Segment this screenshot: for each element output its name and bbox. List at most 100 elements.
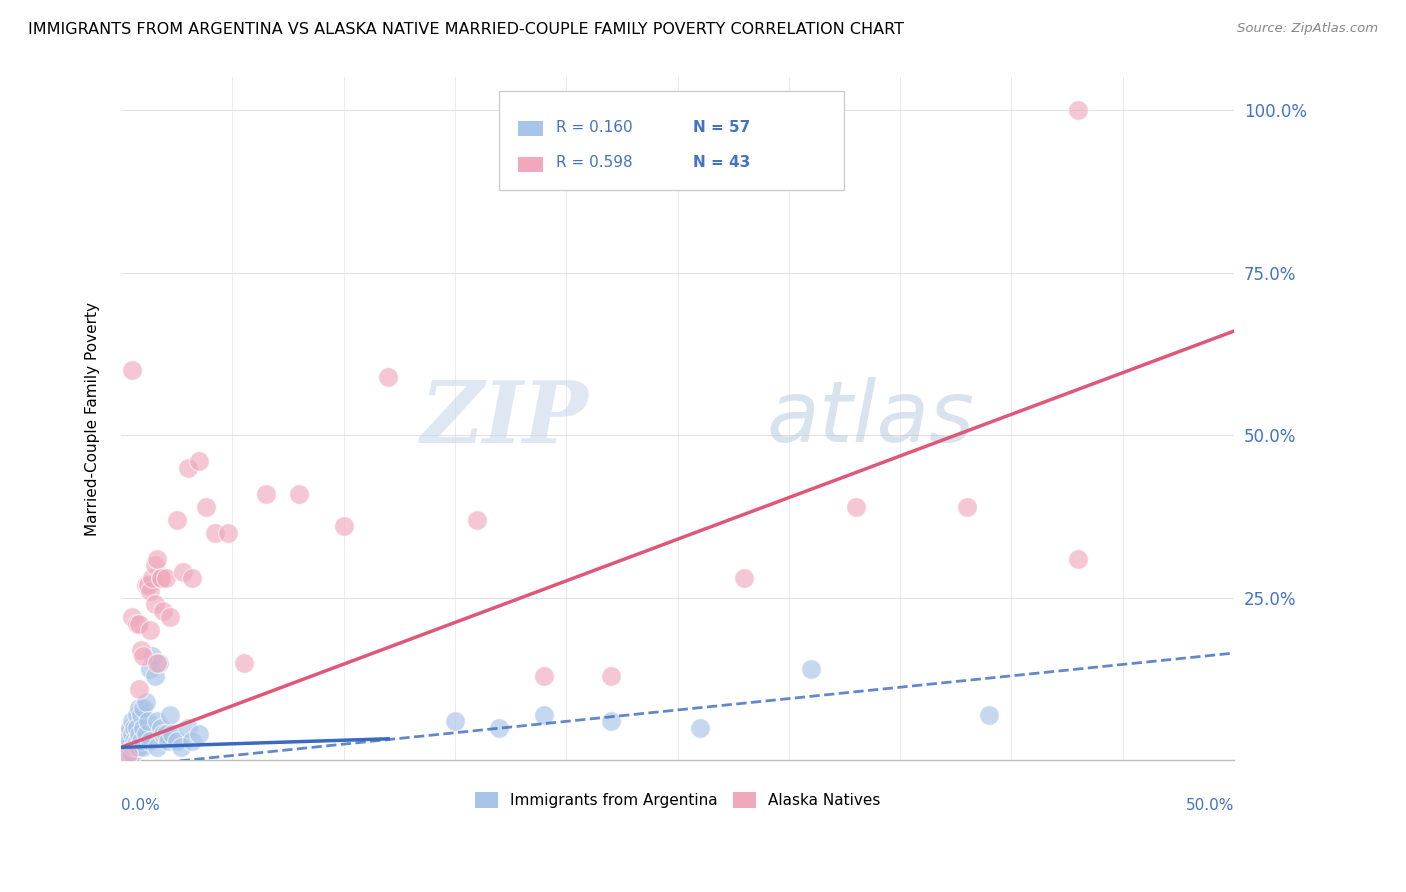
Point (254, 486, 277, 500)
Point (117, 740, 139, 755)
Text: 50.0%: 50.0% (1185, 798, 1234, 813)
Point (145, 656, 167, 670)
Point (162, 727, 184, 741)
Point (145, 714, 167, 729)
Point (977, 707, 1000, 722)
Point (141, 571, 163, 585)
Point (194, 500, 217, 514)
Point (121, 740, 143, 755)
Point (135, 727, 157, 741)
Point (139, 734, 162, 748)
Point (136, 714, 159, 729)
Text: Source: ZipAtlas.com: Source: ZipAtlas.com (1237, 22, 1378, 36)
Point (124, 734, 146, 748)
Point (124, 740, 146, 755)
Point (956, 500, 979, 514)
Point (128, 616, 150, 631)
Text: R = 0.598: R = 0.598 (557, 155, 633, 170)
Point (465, 513, 488, 527)
Point (128, 701, 150, 715)
Point (132, 701, 155, 715)
Point (125, 707, 148, 722)
Point (128, 681, 150, 696)
Point (132, 649, 155, 664)
Point (159, 707, 181, 722)
Point (121, 747, 143, 761)
Point (1067, 551, 1090, 566)
Point (217, 525, 239, 540)
Legend: Immigrants from Argentina, Alaska Natives: Immigrants from Argentina, Alaska Native… (468, 786, 886, 814)
Point (152, 727, 174, 741)
FancyBboxPatch shape (519, 121, 543, 136)
Point (135, 578, 157, 592)
FancyBboxPatch shape (519, 157, 543, 172)
Point (118, 734, 141, 748)
Text: R = 0.160: R = 0.160 (557, 120, 633, 135)
Point (141, 649, 163, 664)
Point (121, 610, 143, 624)
Point (166, 734, 188, 748)
Point (177, 721, 200, 735)
Point (125, 740, 148, 755)
Y-axis label: Married-Couple Family Poverty: Married-Couple Family Poverty (86, 301, 100, 536)
Text: N = 57: N = 57 (693, 120, 751, 135)
Point (129, 642, 152, 657)
Point (128, 727, 150, 741)
Point (117, 747, 139, 761)
Point (139, 584, 162, 599)
Point (143, 558, 166, 573)
Point (129, 734, 152, 748)
Point (117, 747, 139, 761)
Point (155, 571, 177, 585)
Point (129, 707, 152, 722)
Point (121, 363, 143, 377)
Point (136, 578, 159, 592)
Point (488, 721, 510, 735)
Point (125, 721, 148, 735)
Point (152, 604, 174, 618)
Point (112, 747, 135, 761)
Point (150, 571, 173, 585)
Point (118, 721, 141, 735)
Point (143, 669, 166, 683)
Point (733, 571, 755, 585)
Point (125, 616, 148, 631)
Point (1067, 103, 1090, 117)
Point (132, 721, 155, 735)
Point (845, 500, 868, 514)
Point (689, 721, 711, 735)
Point (145, 740, 167, 755)
Point (121, 714, 143, 729)
Point (150, 571, 173, 585)
Point (156, 734, 179, 748)
Point (177, 460, 200, 475)
Point (533, 669, 555, 683)
Point (599, 714, 621, 729)
Point (444, 714, 467, 729)
Point (188, 454, 211, 468)
Point (377, 369, 399, 384)
Point (121, 727, 143, 741)
Point (118, 747, 141, 761)
Point (181, 734, 204, 748)
FancyBboxPatch shape (499, 91, 845, 190)
Point (148, 656, 170, 670)
Point (117, 727, 139, 741)
Point (188, 727, 211, 741)
Point (800, 662, 823, 676)
Text: 0.0%: 0.0% (121, 798, 160, 813)
Point (132, 740, 155, 755)
Text: ZIP: ZIP (420, 377, 589, 460)
Point (166, 513, 188, 527)
Point (159, 610, 181, 624)
Point (114, 734, 136, 748)
Point (143, 597, 166, 611)
Point (155, 727, 177, 741)
Point (124, 721, 146, 735)
Point (170, 740, 193, 755)
Point (288, 486, 311, 500)
Point (139, 624, 162, 638)
Text: IMMIGRANTS FROM ARGENTINA VS ALASKA NATIVE MARRIED-COUPLE FAMILY POVERTY CORRELA: IMMIGRANTS FROM ARGENTINA VS ALASKA NATI… (28, 22, 904, 37)
Point (128, 740, 150, 755)
Point (135, 695, 157, 709)
